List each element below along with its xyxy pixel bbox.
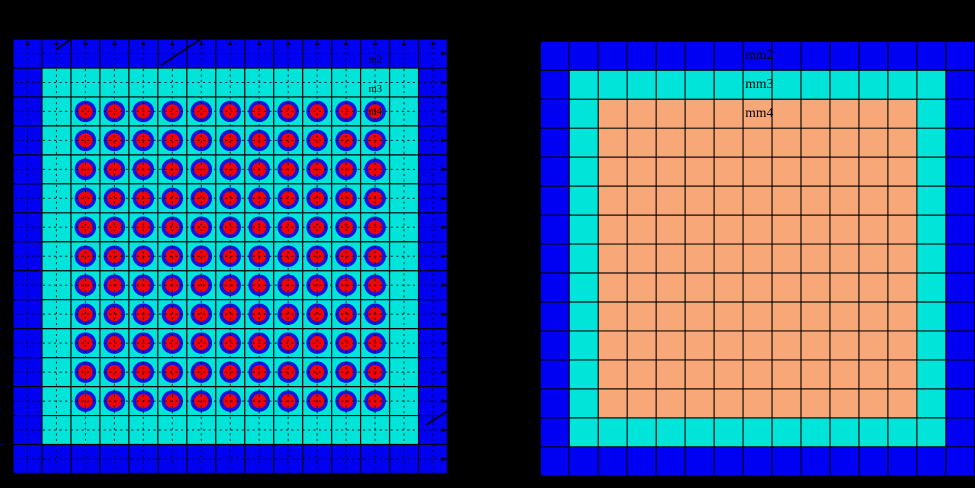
svg-text:m3: m3	[369, 84, 382, 95]
svg-text:mm3: mm3	[745, 76, 773, 91]
svg-text:m2: m2	[369, 55, 382, 66]
svg-text:m4: m4	[369, 107, 383, 118]
svg-text:mm2: mm2	[745, 47, 773, 62]
svg-text:mm4: mm4	[745, 105, 773, 120]
